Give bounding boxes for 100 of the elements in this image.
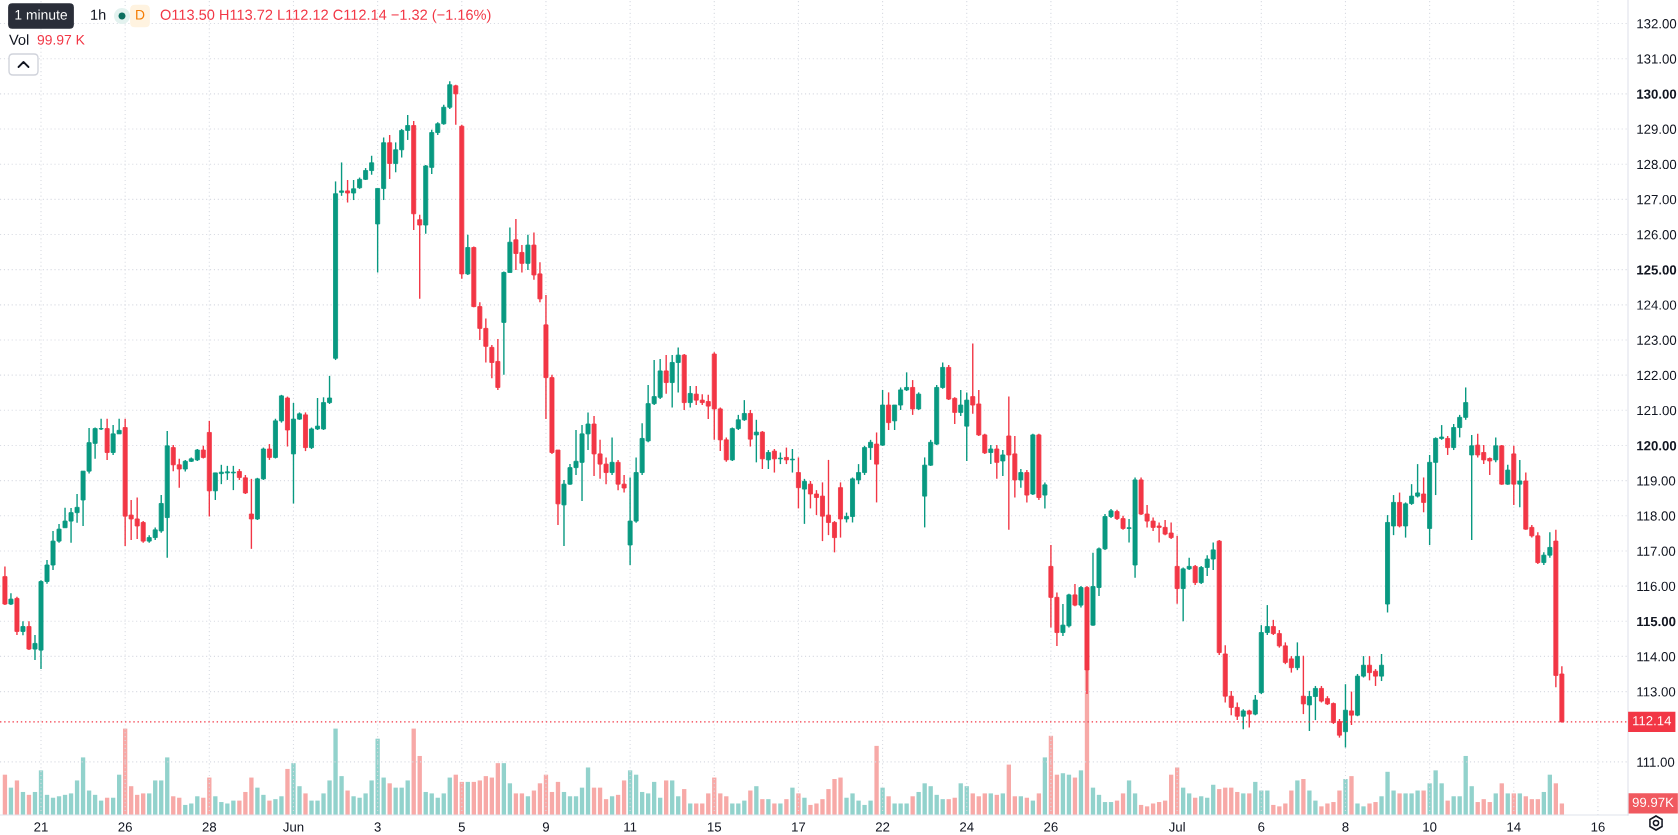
x-tick-label: 22 <box>875 822 890 832</box>
bar <box>1000 793 1005 815</box>
bar <box>80 757 86 815</box>
x-tick-label: Jul <box>1168 821 1185 832</box>
y-tick-label: 116.00 <box>1637 581 1676 592</box>
bar <box>465 781 470 815</box>
bar <box>1499 783 1504 815</box>
bar <box>886 796 891 815</box>
candlestick <box>351 179 357 201</box>
bar <box>267 800 272 815</box>
bar <box>1253 781 1258 815</box>
candlestick <box>26 620 32 651</box>
bar <box>1469 786 1474 815</box>
y-tick-label: 122.00 <box>1637 370 1677 381</box>
candlestick <box>339 161 345 197</box>
bar <box>784 799 789 815</box>
bar <box>14 780 20 815</box>
bar <box>1343 779 1348 815</box>
y-tick-label: 117.00 <box>1637 546 1676 556</box>
y-tick-label: 124.00 <box>1637 300 1677 310</box>
bar <box>411 728 416 815</box>
candlestick <box>753 419 759 464</box>
x-tick-label: 24 <box>960 822 974 832</box>
y-tick-label: 121.00 <box>1637 405 1677 416</box>
bar <box>670 780 675 815</box>
bar <box>153 780 158 815</box>
bar <box>1421 790 1426 815</box>
bar <box>651 781 657 815</box>
candlestick <box>104 418 110 461</box>
x-tick-label: 28 <box>202 822 217 832</box>
candlestick <box>1240 708 1246 730</box>
bar <box>910 796 915 815</box>
bar <box>880 787 885 815</box>
bar <box>285 768 290 815</box>
y-tick-label: 114.00 <box>1637 652 1676 662</box>
bar <box>441 793 446 815</box>
bar <box>141 793 146 815</box>
bar <box>477 780 482 815</box>
candlestick <box>1379 653 1384 682</box>
bar <box>483 776 488 815</box>
bar <box>1126 780 1132 815</box>
x-tick-label: 14 <box>1507 822 1521 832</box>
candlestick <box>886 391 892 431</box>
y-tick-label: 131.00 <box>1637 54 1677 64</box>
candlestick <box>1024 469 1030 504</box>
bar <box>555 781 561 815</box>
candlestick <box>1505 464 1511 486</box>
bar <box>303 793 308 815</box>
candlestick <box>687 385 693 409</box>
bar <box>706 793 711 815</box>
x-tick-label: 3 <box>374 822 381 832</box>
candlestick <box>1493 436 1499 464</box>
bar <box>68 793 74 815</box>
bar <box>1006 764 1011 815</box>
candlestick <box>910 379 916 416</box>
bar <box>1553 783 1559 815</box>
candlestick <box>1397 491 1403 529</box>
x-tick-label: 5 <box>458 822 465 832</box>
x-tick-label: Jun <box>283 822 304 832</box>
bar <box>748 790 753 815</box>
chart-title: 1h <box>91 9 106 20</box>
annotation: 1 minute <box>15 9 68 20</box>
candlestick <box>1421 476 1427 513</box>
bar <box>790 787 795 815</box>
candlestick <box>345 179 351 204</box>
y-tick-label: 123.00 <box>1637 335 1677 345</box>
annotation: D <box>136 10 145 20</box>
y-tick-label: 130.00 <box>1637 89 1677 99</box>
candlestick <box>988 444 994 465</box>
candlestick <box>387 134 393 180</box>
bar <box>129 786 134 815</box>
bar <box>970 793 975 815</box>
bar <box>802 797 807 815</box>
bar <box>1132 793 1138 815</box>
y-tick-label: 120.00 <box>1637 441 1677 451</box>
candlestick <box>1018 468 1024 489</box>
bar <box>1036 793 1042 815</box>
chart-title: Vol <box>9 34 29 45</box>
y-tick-label: 129.00 <box>1637 124 1677 134</box>
x-tick-label: 6 <box>1258 822 1265 832</box>
bar <box>1517 793 1522 815</box>
candlestick <box>1469 434 1475 541</box>
bar <box>429 793 434 815</box>
bar <box>922 783 927 815</box>
annotation: 99.97 K <box>37 34 85 45</box>
bar <box>147 793 152 815</box>
candlestick <box>1192 564 1198 586</box>
bar <box>405 780 410 815</box>
bar <box>1445 800 1450 815</box>
bar <box>1241 793 1246 815</box>
bar <box>519 793 525 815</box>
y-tick-label: 113.00 <box>1637 687 1676 697</box>
x-tick-label: 26 <box>118 822 132 832</box>
y-tick-label: 127.00 <box>1637 194 1677 205</box>
candlestick <box>1078 585 1084 609</box>
bar <box>958 783 963 815</box>
text: O113.50 H113.72 L112.12 C112.14 −1.32 (−1.16%) <box>160 9 491 23</box>
x-tick-label: 10 <box>1423 822 1437 832</box>
bar <box>1247 793 1252 815</box>
bar <box>513 793 519 815</box>
